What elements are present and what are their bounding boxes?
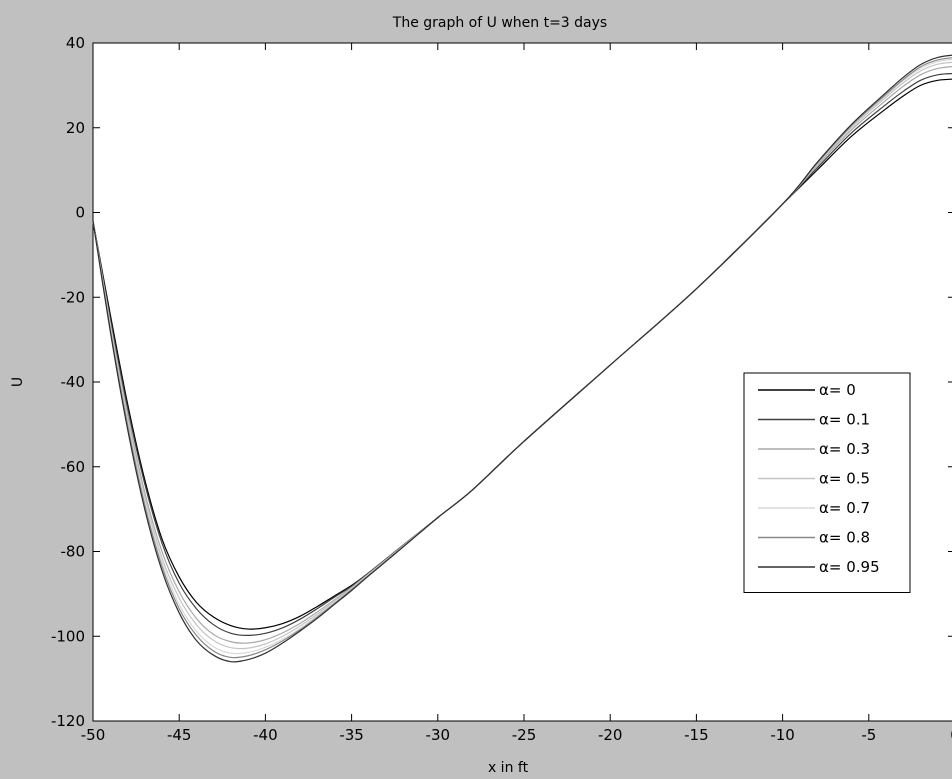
- x-tick-label: 0: [950, 726, 952, 744]
- series-line-2: [92, 65, 952, 644]
- legend-label: α= 0.5: [819, 470, 870, 488]
- y-tick-label: -120: [51, 712, 85, 730]
- x-tick-label: -30: [426, 726, 451, 744]
- legend-label: α= 0.8: [819, 529, 870, 547]
- y-tick-label: 0: [75, 204, 85, 222]
- x-tick-label: -40: [253, 726, 278, 744]
- y-tick-label: -40: [61, 373, 86, 391]
- legend: α= 0 α= 0.1 α= 0.3 α= 0.5 α= 0.7 α= 0.8 α= 0.9…: [743, 372, 911, 593]
- x-tick-label: -50: [81, 726, 106, 744]
- x-tick-label: -35: [339, 726, 364, 744]
- x-tick-label: -5: [861, 726, 876, 744]
- y-axis-label: U: [10, 377, 26, 387]
- legend-label: α= 0.95: [819, 558, 880, 576]
- y-tick-label: 20: [66, 119, 85, 137]
- x-tick-label: -25: [512, 726, 537, 744]
- y-tick-label: 40: [66, 34, 85, 52]
- legend-label: α= 0: [819, 381, 856, 399]
- series-group: [92, 54, 952, 663]
- x-axis-label: x in ft: [488, 760, 529, 776]
- series-line-1: [92, 73, 952, 637]
- x-tick-label: -10: [770, 726, 795, 744]
- x-tick-label: -20: [598, 726, 623, 744]
- y-tick-label: -100: [51, 627, 85, 645]
- legend-label: α= 0.3: [819, 440, 870, 458]
- y-tick-label: -20: [61, 288, 86, 306]
- x-tick-label: -15: [684, 726, 709, 744]
- y-tick-label: -60: [61, 458, 86, 476]
- y-tick-label: -80: [61, 543, 86, 561]
- x-tick-label: -45: [167, 726, 192, 744]
- chart-title: The graph of U when t=3 days: [392, 15, 607, 31]
- legend-label: α= 0.7: [819, 499, 870, 517]
- series-line-5: [92, 57, 952, 659]
- legend-box: [743, 372, 911, 593]
- axis-ticks: -50-45-40-35-30-25-20-15-10-50-120-100-8…: [51, 34, 952, 744]
- series-line-6: [92, 54, 952, 663]
- series-line-3: [92, 61, 952, 650]
- legend-label: α= 0.1: [819, 411, 870, 429]
